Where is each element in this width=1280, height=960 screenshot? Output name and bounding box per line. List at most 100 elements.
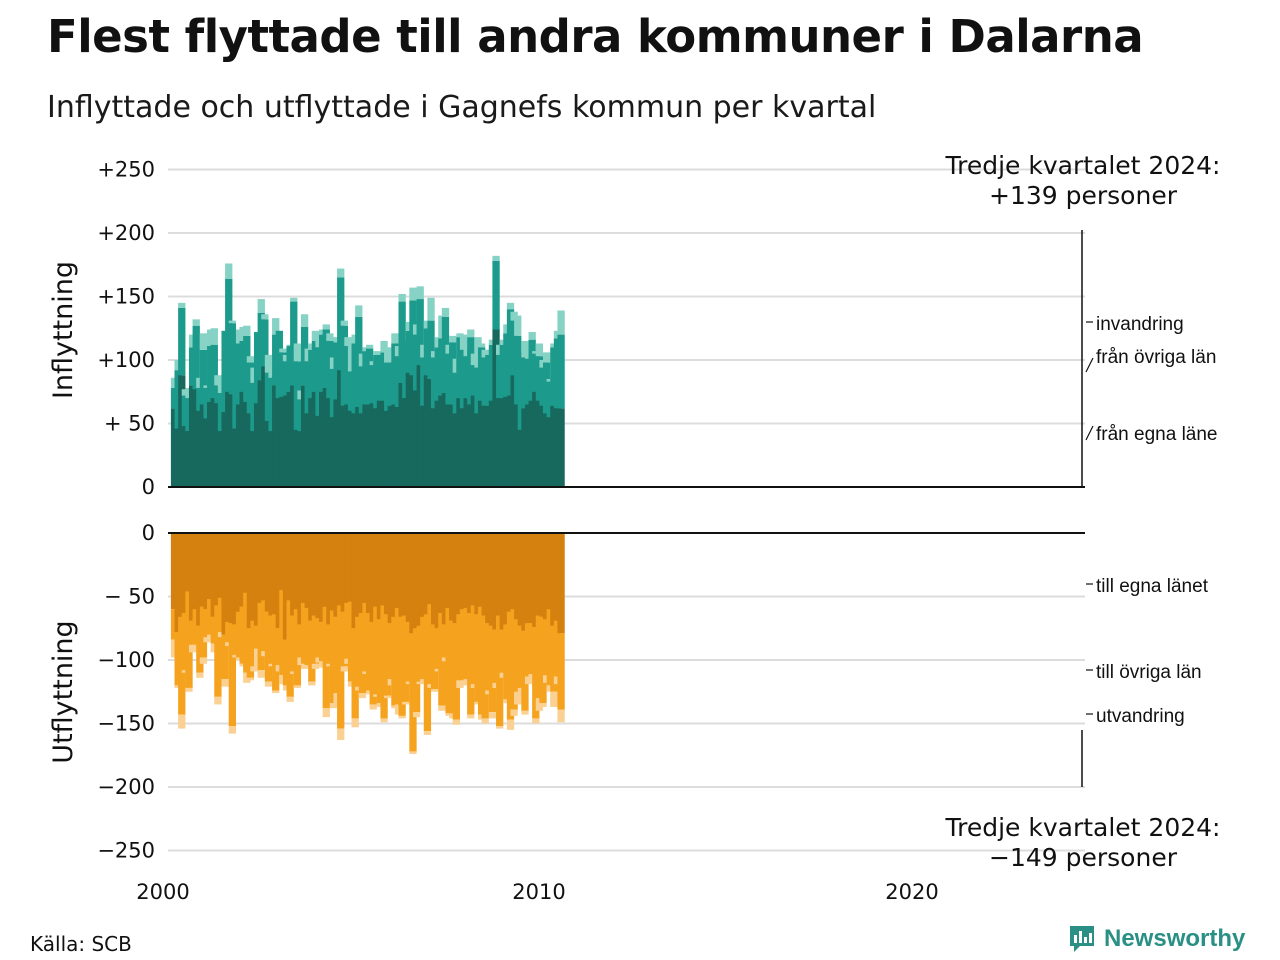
bar-segment bbox=[199, 333, 208, 350]
bar-segment bbox=[257, 299, 265, 314]
bar-segment bbox=[178, 307, 186, 376]
label-connector bbox=[1085, 357, 1094, 373]
bar-segment bbox=[528, 332, 536, 340]
bar-segment bbox=[492, 255, 500, 261]
bar-segment bbox=[225, 263, 233, 279]
bar-segment bbox=[192, 319, 200, 326]
bar-segment bbox=[521, 340, 529, 358]
bar-segment bbox=[337, 268, 345, 278]
bar-segment bbox=[228, 323, 236, 395]
bar-segment bbox=[257, 670, 265, 678]
bar-segment bbox=[272, 318, 280, 335]
bar-segment bbox=[337, 728, 345, 741]
bar-segment bbox=[402, 701, 410, 705]
labels: 0 + 50 +100 +150 +200 +250 Inflyttning Tredje k… bbox=[48, 151, 1220, 904]
bar-segment bbox=[192, 325, 200, 390]
bar-segment bbox=[373, 351, 381, 355]
bar-segment bbox=[496, 726, 504, 729]
bar-segment bbox=[539, 703, 547, 707]
bar-segment bbox=[221, 679, 229, 687]
bar-segment bbox=[514, 691, 522, 705]
bar-segment bbox=[293, 343, 302, 362]
source-note: Källa: SCB bbox=[30, 932, 132, 956]
bar-segment bbox=[340, 666, 348, 672]
bar-segment bbox=[214, 605, 222, 697]
annotation-line1: Tredje kvartalet 2024: bbox=[945, 151, 1221, 180]
bar-segment bbox=[196, 672, 204, 678]
bar-segment bbox=[488, 712, 497, 719]
bar-segment bbox=[409, 751, 417, 754]
bars bbox=[170, 255, 565, 754]
y-tick-label: +100 bbox=[97, 348, 155, 372]
bar-segment bbox=[351, 718, 359, 728]
series-label: från övriga län bbox=[1096, 347, 1216, 368]
bar-segment bbox=[369, 704, 377, 710]
bar-segment bbox=[477, 343, 486, 348]
series-label: till egna länet bbox=[1096, 576, 1209, 597]
x-tick-label: 2000 bbox=[136, 880, 189, 904]
bar-segment bbox=[449, 335, 457, 343]
bar-segment bbox=[467, 329, 475, 338]
bar-segment bbox=[228, 726, 236, 734]
chart-title: Flest flyttade till andra kommuner i Dal… bbox=[47, 10, 1144, 63]
bar-segment bbox=[293, 685, 302, 688]
bar-segment bbox=[300, 314, 309, 327]
bar-segment bbox=[416, 286, 424, 300]
newsworthy-logo: Newsworthy bbox=[1068, 924, 1245, 954]
bar-segment bbox=[557, 408, 565, 487]
bar-segment bbox=[423, 731, 432, 735]
y-tick-label: −200 bbox=[97, 775, 155, 799]
bar-segment bbox=[380, 718, 388, 723]
bar-segment bbox=[452, 719, 460, 725]
bar-segment bbox=[384, 695, 392, 699]
newsworthy-logo-text: Newsworthy bbox=[1104, 925, 1246, 952]
bar-segment bbox=[246, 677, 255, 681]
bar-segment bbox=[261, 319, 269, 367]
bar-segment bbox=[199, 349, 208, 405]
bar-segment bbox=[427, 320, 435, 380]
bar-segment bbox=[459, 680, 468, 686]
bar-segment bbox=[228, 623, 236, 727]
bar-segment bbox=[214, 375, 222, 386]
label-connector bbox=[1085, 425, 1094, 441]
bar-segment bbox=[542, 352, 551, 363]
bar-segment bbox=[409, 287, 417, 301]
bar-segment bbox=[557, 533, 565, 634]
y-axis-label: Utflyttning bbox=[48, 620, 79, 763]
bar-segment bbox=[228, 320, 236, 324]
x-tick-label: 2010 bbox=[512, 880, 565, 904]
bar-segment bbox=[510, 709, 518, 716]
bar-segment bbox=[514, 315, 522, 336]
bar-segment bbox=[557, 633, 565, 710]
bar-segment bbox=[438, 705, 446, 711]
series-label: till övriga län bbox=[1096, 662, 1202, 683]
bar-segment bbox=[412, 712, 421, 718]
bar-segment bbox=[467, 714, 475, 719]
y-tick-label: − 50 bbox=[104, 585, 155, 609]
y-tick-label: +250 bbox=[97, 158, 155, 182]
bar-segment bbox=[185, 687, 193, 692]
x-tick-label: 2020 bbox=[885, 880, 938, 904]
axes bbox=[168, 230, 1094, 787]
bar-segment bbox=[384, 347, 392, 363]
bar-segment bbox=[290, 297, 298, 302]
bar-segment bbox=[431, 689, 439, 692]
bar-segment bbox=[221, 634, 229, 680]
annotation-line1: Tredje kvartalet 2024: bbox=[945, 813, 1221, 842]
bar-segment bbox=[398, 715, 406, 719]
bar-segment bbox=[416, 299, 424, 366]
chart-subtitle: Inflyttade och utflyttade i Gagnefs komm… bbox=[47, 90, 877, 125]
bar-segment bbox=[322, 324, 330, 330]
bar-segment bbox=[261, 314, 269, 320]
bar-segment bbox=[214, 696, 222, 705]
bar-segment bbox=[481, 718, 489, 724]
bar-segment bbox=[506, 302, 515, 310]
bar-segment bbox=[492, 260, 500, 330]
bar-segment bbox=[557, 334, 565, 409]
bar-segment bbox=[199, 657, 208, 664]
bar-segment bbox=[210, 328, 218, 345]
bar-segment bbox=[557, 310, 565, 335]
bar-segment bbox=[322, 708, 330, 718]
bar-segment bbox=[535, 343, 544, 357]
annotation-line2: −149 personer bbox=[989, 843, 1178, 872]
